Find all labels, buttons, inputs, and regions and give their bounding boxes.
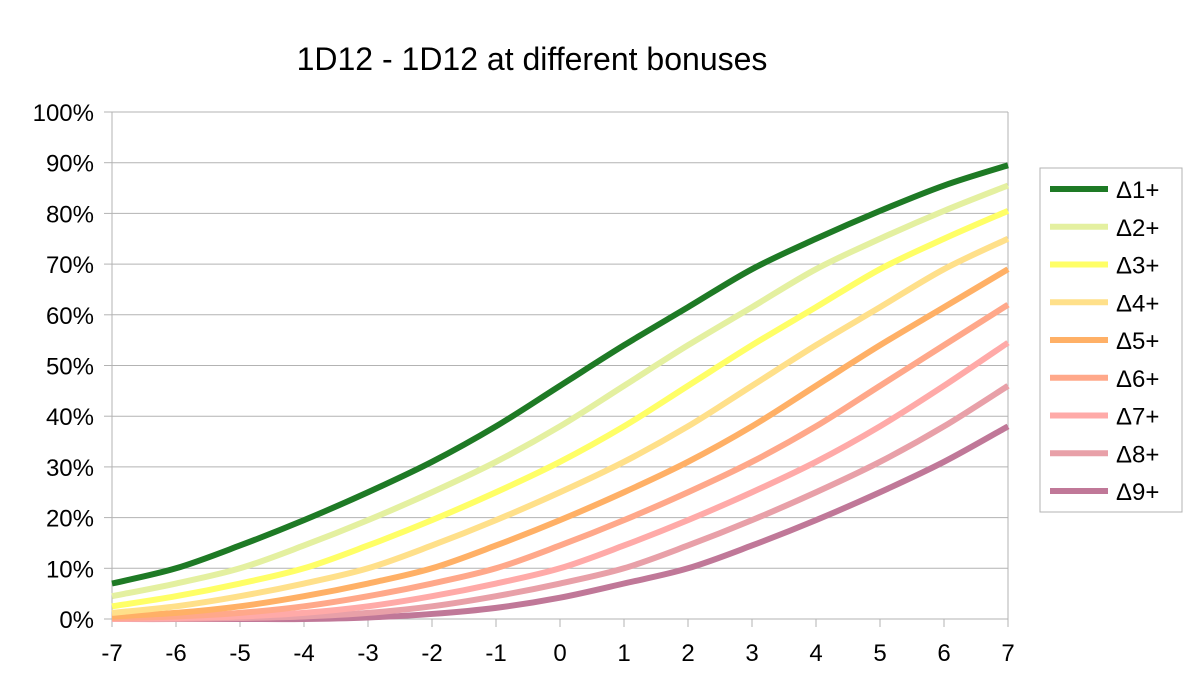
y-tick-label: 0% [59,607,94,634]
legend-label-7: Δ7+ [1116,404,1159,431]
x-tick-label: -3 [357,640,378,667]
legend-label-4: Δ4+ [1116,290,1159,317]
legend: Δ1+ Δ2+ Δ3+ Δ4+ Δ5+ Δ6+ Δ7+ Δ8+ Δ9+ [1039,167,1183,513]
x-tick-label: 0 [553,640,566,667]
x-tick-label: 1 [617,640,630,667]
legend-label-6: Δ6+ [1116,366,1159,393]
series-line-5 [111,266,1010,620]
y-tick-label: 80% [46,201,94,228]
series-line-2 [111,182,1010,600]
legend-label-9: Δ9+ [1116,479,1159,506]
x-tick-label: 3 [745,640,758,667]
grid [111,111,1009,620]
y-tick-label: 40% [46,404,94,431]
y-axis-ticks: 0% 10% 20% 30% 40% 50% 60% 70% 80% 90% 100% [33,100,112,634]
y-tick-label: 20% [46,506,94,533]
y-tick-label: 100% [33,100,94,127]
x-axis-ticks: -7 -6 -5 -4 -3 -2 -1 0 1 2 3 4 5 6 7 [101,619,1015,667]
legend-label-8: Δ8+ [1116,441,1159,468]
x-tick-label: 5 [873,640,886,667]
x-tick-label: -1 [485,640,506,667]
series-line-1 [111,162,1009,587]
x-tick-label: -6 [165,640,186,667]
x-tick-label: -4 [293,640,314,667]
x-tick-label: 7 [1001,640,1014,667]
chart-title: 1D12 - 1D12 at different bonuses [297,41,768,77]
series-line-6 [111,302,1010,621]
series-line-7 [111,340,1010,622]
y-tick-label: 70% [46,252,94,279]
y-tick-label: 30% [46,455,94,482]
x-tick-label: -2 [421,640,442,667]
x-tick-label: -7 [101,640,122,667]
y-tick-label: 90% [46,151,94,178]
legend-label-3: Δ3+ [1116,253,1159,280]
y-tick-label: 50% [46,354,94,381]
series-line-3 [111,208,1010,610]
legend-label-1: Δ1+ [1116,177,1159,204]
series-line-4 [111,236,1010,616]
x-tick-label: -5 [229,640,250,667]
legend-label-2: Δ2+ [1116,215,1159,242]
x-tick-label: 2 [681,640,694,667]
x-tick-label: 4 [809,640,822,667]
legend-label-5: Δ5+ [1116,328,1159,355]
y-tick-label: 10% [46,556,94,583]
series-group [111,162,1010,623]
y-tick-label: 60% [46,303,94,330]
x-tick-label: 6 [937,640,950,667]
